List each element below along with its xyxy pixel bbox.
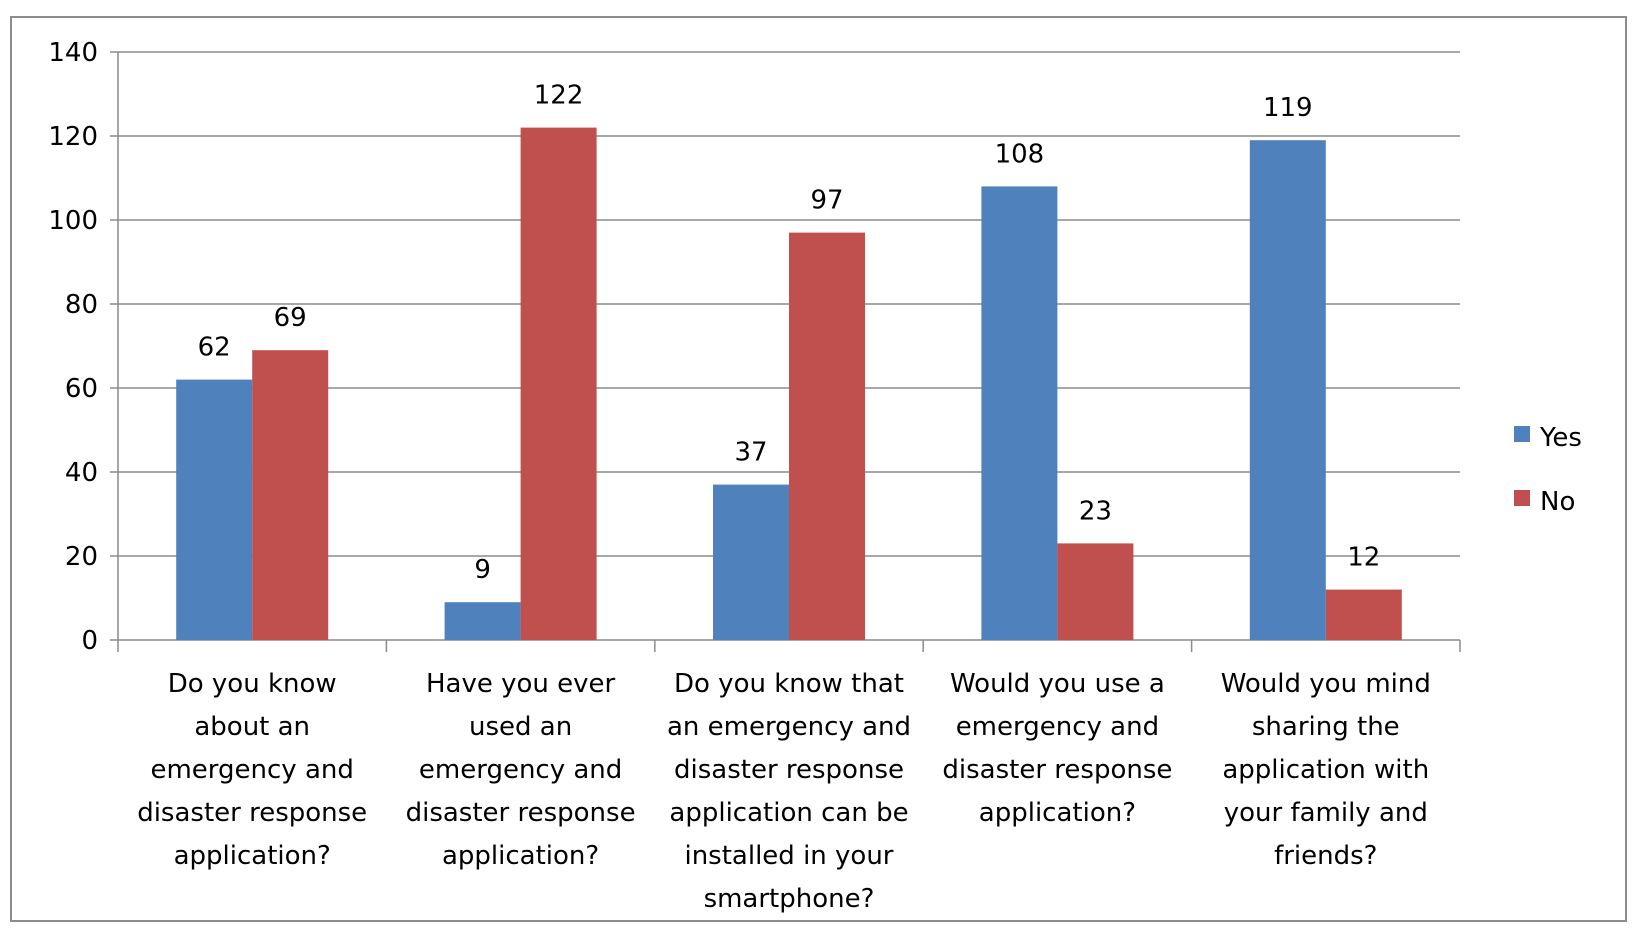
- category-label-line: friends?: [1274, 841, 1377, 871]
- category-label-line: emergency and: [150, 755, 353, 785]
- category-label-line: disaster response: [406, 798, 636, 828]
- category-label-line: used an: [469, 712, 572, 742]
- data-label: 9: [474, 555, 491, 585]
- category-label-line: Do you know: [168, 669, 337, 699]
- y-tick-label: 20: [65, 542, 98, 572]
- bar-no: [1057, 543, 1134, 640]
- legend-swatch-no: [1514, 490, 1530, 506]
- category-label: Would you mind sharing the application wit…: [1221, 669, 1431, 871]
- bar-no: [520, 127, 597, 641]
- category-label-line: your family and: [1224, 798, 1428, 828]
- bar-yes: [981, 186, 1058, 640]
- bar-yes: [444, 602, 521, 640]
- category-label-line: Would you mind: [1221, 669, 1431, 699]
- bar-no: [252, 350, 329, 640]
- bar-no: [1325, 589, 1402, 640]
- category-label-line: application?: [442, 841, 599, 871]
- category-label: Do you know that an emergency and disaster…: [667, 669, 911, 914]
- y-tick-label: 140: [48, 38, 98, 68]
- category-label-line: emergency and: [419, 755, 622, 785]
- legend-label-yes: Yes: [1539, 423, 1582, 453]
- category-label-line: installed in your: [684, 841, 893, 871]
- category-label: Would you use a emergency and disaster res…: [942, 669, 1172, 828]
- category-label-line: about an: [194, 712, 310, 742]
- data-label: 37: [734, 438, 767, 468]
- category-label-line: application?: [174, 841, 331, 871]
- category-label-line: an emergency and: [667, 712, 911, 742]
- data-label: 119: [1263, 93, 1313, 123]
- category-label-line: disaster response: [674, 755, 904, 785]
- category-label-line: disaster response: [137, 798, 367, 828]
- y-tick-label: 0: [81, 626, 98, 656]
- category-label: Do you know about an emergency and disaster…: [137, 669, 367, 871]
- category-label: Have you ever used an emergency and disaste…: [406, 669, 636, 871]
- y-tick-label: 120: [48, 122, 98, 152]
- category-label-line: smartphone?: [704, 884, 875, 914]
- category-label-line: application with: [1222, 755, 1429, 785]
- legend-label-no: No: [1540, 487, 1575, 517]
- category-label-line: application can be: [669, 798, 908, 828]
- data-label: 108: [995, 139, 1045, 169]
- category-label-line: disaster response: [942, 755, 1172, 785]
- category-label-line: application?: [979, 798, 1136, 828]
- bar-yes: [176, 379, 253, 640]
- bar-yes: [1249, 140, 1326, 640]
- data-label: 23: [1079, 496, 1112, 526]
- y-tick-label: 60: [65, 374, 98, 404]
- bar-no: [789, 232, 865, 640]
- y-tick-label: 100: [48, 206, 98, 236]
- category-label-line: Have you ever: [426, 669, 616, 699]
- category-label-line: Do you know that: [674, 669, 904, 699]
- y-tick-label: 80: [65, 290, 98, 320]
- data-label: 97: [810, 186, 843, 216]
- y-tick-label: 40: [65, 458, 98, 488]
- data-label: 62: [198, 333, 231, 363]
- bar-yes: [713, 484, 789, 640]
- data-label: 12: [1347, 543, 1380, 573]
- data-label: 69: [274, 303, 307, 333]
- category-label-line: emergency and: [956, 712, 1159, 742]
- category-label-line: Would you use a: [950, 669, 1165, 699]
- legend-swatch-yes: [1514, 426, 1530, 442]
- category-label-line: sharing the: [1252, 712, 1400, 742]
- data-label: 122: [534, 81, 584, 111]
